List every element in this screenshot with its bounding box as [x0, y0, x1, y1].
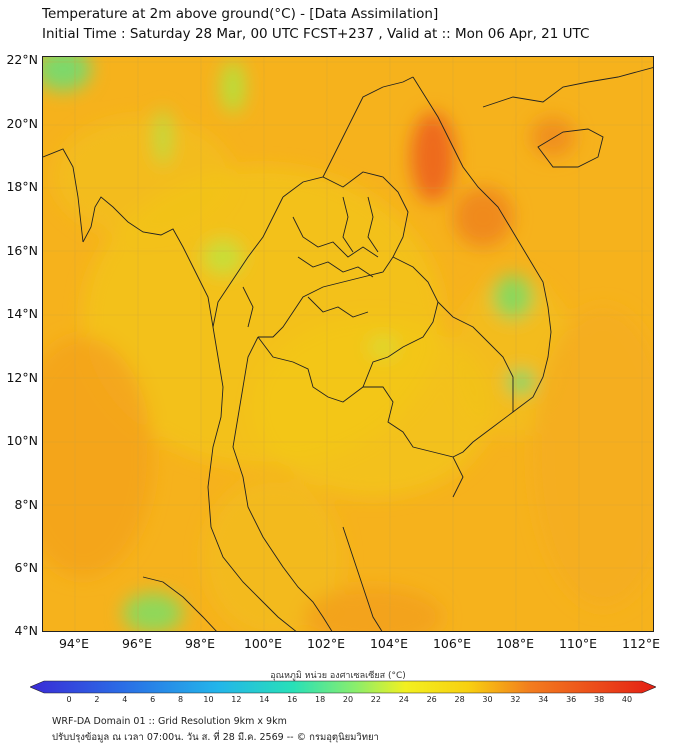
colorbar-tick-26: 26	[426, 695, 437, 704]
colorbar-tick-32: 32	[510, 695, 521, 704]
lat-label-12n: 12°N	[6, 370, 38, 385]
footer-update-info: ปรับปรุงข้อมูล ณ เวลา 07:00น. วัน ส. ที่…	[52, 732, 379, 743]
colorbar-tick-22: 22	[370, 695, 381, 704]
lon-label-94e: 94°E	[58, 636, 90, 651]
lon-label-108e: 108°E	[495, 636, 534, 651]
lat-label-16n: 16°N	[6, 243, 38, 258]
lat-label-10n: 10°N	[6, 433, 38, 448]
colorbar-tick-14: 14	[259, 695, 270, 704]
colorbar-tick-18: 18	[315, 695, 326, 704]
colorbar-tick-8: 8	[178, 695, 184, 704]
temperature-field	[43, 57, 653, 631]
lon-label-110e: 110°E	[558, 636, 597, 651]
colorbar-tick-12: 12	[231, 695, 242, 704]
colorbar-tick-6: 6	[150, 695, 156, 704]
colorbar-tick-16: 16	[287, 695, 298, 704]
colorbar-tick-4: 4	[122, 695, 128, 704]
lon-label-104e: 104°E	[369, 636, 408, 651]
lat-label-14n: 14°N	[6, 306, 38, 321]
lat-label-8n: 8°N	[14, 497, 38, 512]
colorbar-tick-30: 30	[482, 695, 493, 704]
lat-label-6n: 6°N	[14, 560, 38, 575]
lat-label-4n: 4°N	[14, 623, 38, 638]
lat-lon-grid	[43, 57, 653, 631]
lon-label-112e: 112°E	[621, 636, 660, 651]
lon-label-100e: 100°E	[243, 636, 282, 651]
temperature-map	[42, 56, 654, 632]
colorbar-tick-24: 24	[398, 695, 409, 704]
lon-label-102e: 102°E	[306, 636, 345, 651]
colorbar-tick-10: 10	[203, 695, 214, 704]
lon-label-106e: 106°E	[432, 636, 471, 651]
colorbar-tick-36: 36	[566, 695, 577, 704]
colorbar-caption: อุณหภูมิ หน่วย องศาเซลเซียส (°C)	[270, 671, 406, 681]
colorbar-tick-38: 38	[594, 695, 605, 704]
colorbar	[30, 680, 656, 694]
lon-label-96e: 96°E	[121, 636, 153, 651]
colorbar-tick-28: 28	[454, 695, 465, 704]
colorbar-tick-40: 40	[621, 695, 633, 704]
map-title: Temperature at 2m above ground(°C) - [Da…	[42, 6, 439, 22]
lat-label-20n: 20°N	[6, 116, 38, 131]
lat-label-22n: 22°N	[6, 52, 38, 67]
footer-domain-info: WRF-DA Domain 01 :: Grid Resolution 9km …	[52, 716, 287, 727]
lat-label-18n: 18°N	[6, 179, 38, 194]
colorbar-tick-20: 20	[342, 695, 354, 704]
colorbar-tick-34: 34	[538, 695, 549, 704]
lon-label-98e: 98°E	[184, 636, 216, 651]
map-subtitle: Initial Time : Saturday 28 Mar, 00 UTC F…	[42, 26, 590, 42]
colorbar-tick-0: 0	[66, 695, 72, 704]
colorbar-tick-2: 2	[94, 695, 100, 704]
coastlines-and-borders	[43, 67, 653, 631]
